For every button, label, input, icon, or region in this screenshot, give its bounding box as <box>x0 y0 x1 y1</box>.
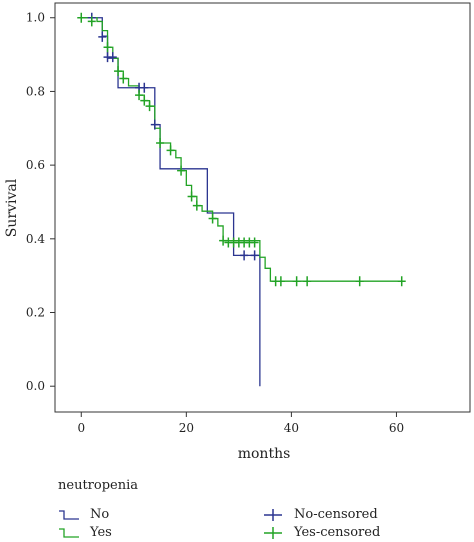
y-tick-label: 0.6 <box>26 158 45 172</box>
censor-marker-yes-censored <box>219 235 228 246</box>
censor-marker-no-censored <box>108 52 117 63</box>
censor-marker-yes-censored <box>114 66 123 77</box>
legend-item-yes-censored: Yes-censored <box>262 524 380 542</box>
y-tick-label: 0.4 <box>26 232 45 246</box>
legend-item-no-censored: No-censored <box>262 506 378 524</box>
x-tick-label: 60 <box>389 421 404 435</box>
step-line-icon <box>59 528 79 538</box>
censor-marker-yes-censored <box>177 165 186 176</box>
plot-frame <box>54 2 471 413</box>
censor-marker-no-censored <box>140 82 149 93</box>
censor-marker-yes-censored <box>156 138 165 149</box>
y-tick-label: 0.0 <box>26 379 45 393</box>
censor-marker-yes-censored <box>103 42 112 53</box>
censor-marker-yes-censored <box>208 213 217 224</box>
legend-label: Yes-censored <box>294 525 381 540</box>
x-tick-label: 20 <box>179 421 194 435</box>
censor-marker-yes-censored <box>355 276 364 287</box>
censor-marker-yes-censored <box>87 16 96 27</box>
censor-marker-no-censored <box>250 250 259 261</box>
censor-marker-yes-censored <box>250 237 259 248</box>
censor-marker-no-censored <box>98 31 107 42</box>
censor-marker-yes-censored <box>119 73 128 84</box>
x-axis-title: months <box>238 446 291 462</box>
censor-marker-yes-censored <box>140 95 149 106</box>
censor-marker-yes-censored <box>303 276 312 287</box>
censor-marker-no-censored <box>150 119 159 130</box>
censor-marker-yes-censored <box>192 200 201 211</box>
y-tick-label: 1.0 <box>26 11 45 25</box>
legend-label: No <box>90 507 110 522</box>
legend-label: No-censored <box>294 507 378 522</box>
censor-marker-no-censored <box>240 250 249 261</box>
plus-marker-icon <box>264 509 282 521</box>
censor-marker-yes-censored <box>292 276 301 287</box>
plus-marker-icon <box>264 527 282 539</box>
axes: 0 20 40 60 0.0 0.2 0.4 0.6 0.8 1.0 <box>26 11 404 435</box>
legend-item-yes: Yes <box>58 524 112 542</box>
x-tick-label: 0 <box>77 421 85 435</box>
censor-markers <box>77 12 406 287</box>
step-line-icon <box>59 510 79 520</box>
legend-item-no: No <box>58 506 109 524</box>
legend: neutropenia No Yes No-censored Yes-censo… <box>58 478 468 540</box>
censor-marker-yes-censored <box>77 12 86 23</box>
km-survival-chart: 0 20 40 60 0.0 0.2 0.4 0.6 0.8 1.0 months Surviva… <box>4 2 471 462</box>
y-tick-label: 0.2 <box>26 306 45 320</box>
censor-marker-yes-censored <box>397 276 406 287</box>
y-axis-title: Survival <box>4 178 20 237</box>
censor-marker-yes-censored <box>187 191 196 202</box>
censor-marker-yes-censored <box>276 276 285 287</box>
legend-title: neutropenia <box>58 478 138 493</box>
censor-marker-yes-censored <box>135 90 144 101</box>
legend-label: Yes <box>90 525 112 540</box>
x-tick-label: 40 <box>284 421 299 435</box>
censor-marker-yes-censored <box>145 101 154 112</box>
y-tick-label: 0.8 <box>26 84 45 98</box>
censor-marker-yes-censored <box>166 145 175 156</box>
